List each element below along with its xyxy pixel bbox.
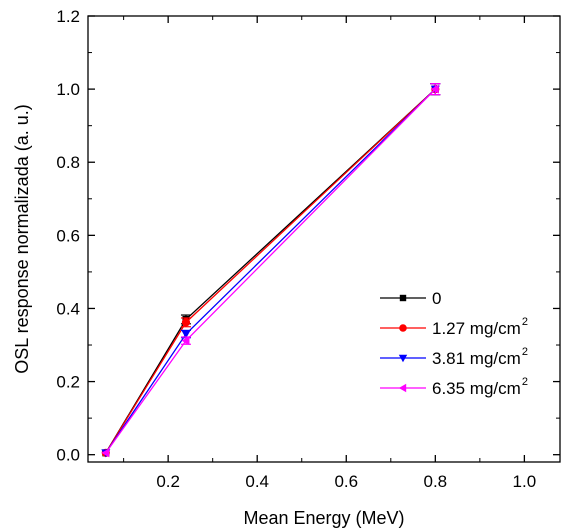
x-axis-title: Mean Energy (MeV) — [243, 508, 404, 528]
series-line — [105, 88, 436, 454]
series-4 — [101, 83, 441, 458]
plot-border — [87, 15, 561, 463]
series-3 — [101, 83, 441, 458]
legend-label-superscript: 2 — [522, 346, 528, 358]
legend-item: 0 — [380, 289, 441, 308]
series-layer — [101, 83, 441, 458]
legend-marker — [398, 354, 408, 363]
y-axis-title: OSL response normalizada (a. u.) — [12, 104, 32, 373]
legend-item: 3.81 mg/cm 2 — [380, 346, 528, 368]
series-line — [105, 88, 436, 454]
legend: 01.27 mg/cm 23.81 mg/cm 26.35 mg/cm 2 — [380, 289, 528, 398]
x-tick-label: 0.6 — [334, 472, 358, 491]
legend-marker — [399, 294, 407, 302]
legend-label: 0 — [432, 289, 441, 308]
y-tick-label: 0.8 — [56, 153, 80, 172]
y-axis-ticks: 0.0 0.2 0.4 0.6 0.8 1.0 1.2 — [56, 7, 560, 465]
legend-item: 6.35 mg/cm 2 — [380, 376, 528, 398]
y-tick-label: 0.2 — [56, 373, 80, 392]
y-tick-label: 0.6 — [56, 226, 80, 245]
legend-marker — [398, 383, 407, 393]
legend-marker — [399, 324, 407, 332]
series-line — [105, 88, 436, 454]
series-line — [105, 88, 436, 454]
data-point — [430, 84, 439, 94]
y-tick-label: 1.2 — [56, 7, 80, 26]
data-point — [181, 330, 191, 339]
data-point — [101, 448, 110, 458]
legend-label: 3.81 mg/cm — [432, 349, 521, 368]
data-point — [181, 336, 190, 346]
y-tick-label: 0.4 — [56, 299, 80, 318]
legend-item: 1.27 mg/cm 2 — [380, 316, 528, 338]
legend-label-superscript: 2 — [522, 316, 528, 328]
series-1 — [102, 83, 441, 457]
legend-label: 6.35 mg/cm — [432, 379, 521, 398]
plot-frame — [87, 15, 561, 463]
legend-label: 1.27 mg/cm — [432, 319, 521, 338]
x-tick-label: 0.8 — [424, 472, 448, 491]
data-point — [181, 318, 191, 327]
legend-label-superscript: 2 — [522, 376, 528, 388]
x-tick-label: 0.4 — [245, 472, 269, 491]
x-axis-ticks: 0.2 0.4 0.6 0.8 1.0 — [123, 16, 537, 491]
x-tick-label: 0.2 — [156, 472, 180, 491]
series-2 — [101, 83, 441, 457]
y-tick-label: 1.0 — [56, 80, 80, 99]
x-tick-label: 1.0 — [513, 472, 537, 491]
y-tick-label: 0.0 — [56, 446, 80, 465]
